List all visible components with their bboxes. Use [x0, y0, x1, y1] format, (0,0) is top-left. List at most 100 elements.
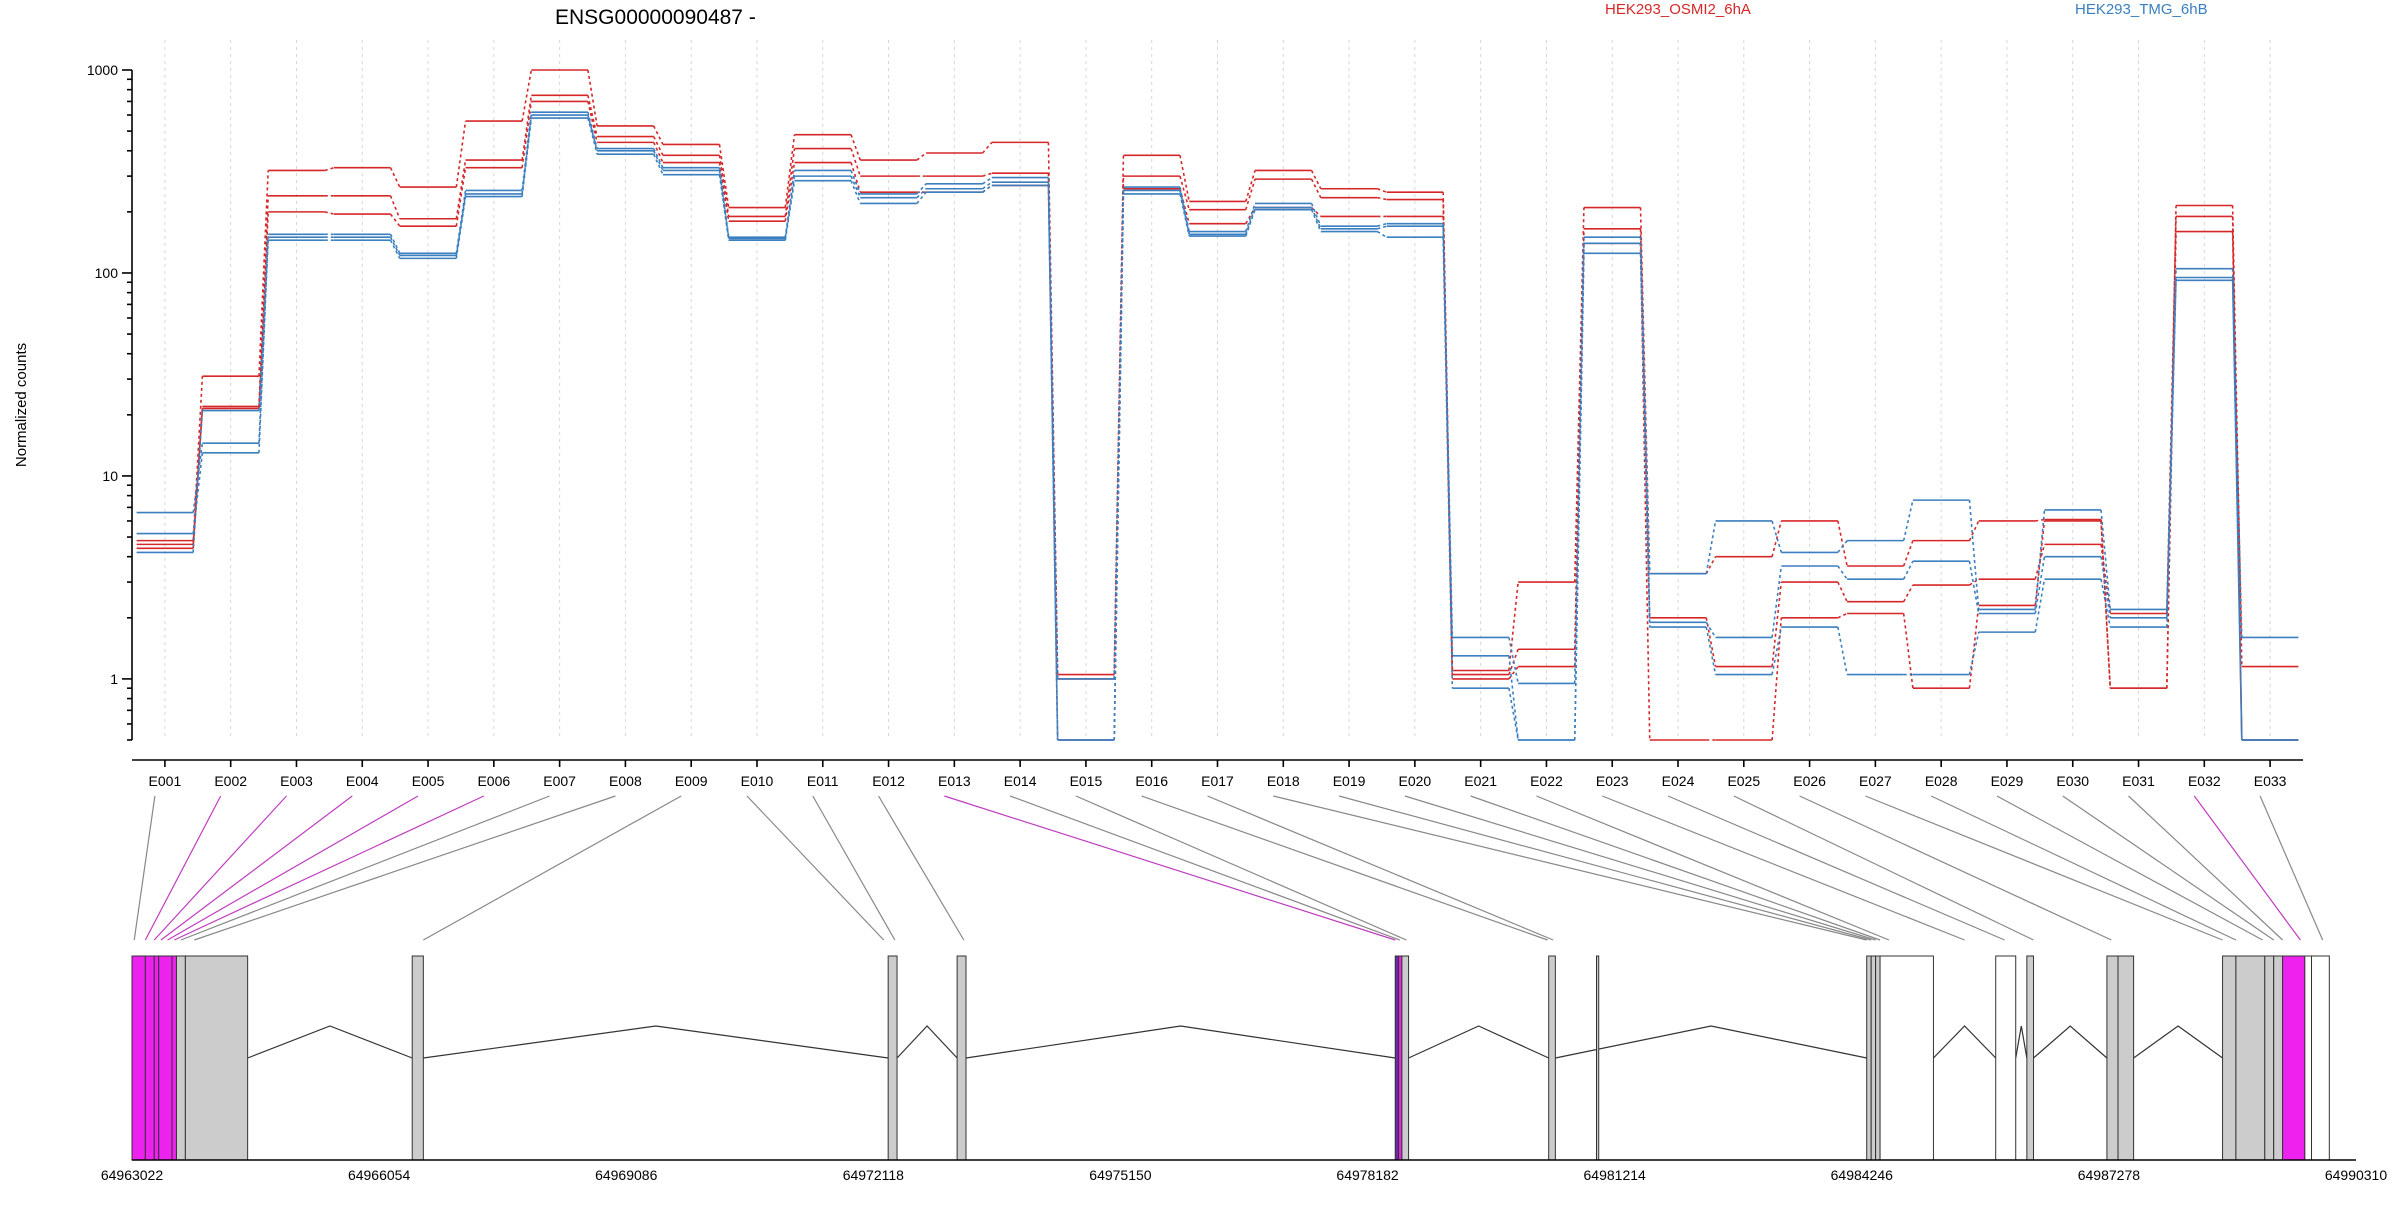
gene-tick-label-5: 64978182 — [1336, 1167, 1399, 1183]
gene-tick-label-4: 64975150 — [1089, 1167, 1152, 1183]
exon-block-18 — [1875, 955, 1881, 1161]
x-tick-label-e020: E020 — [1399, 773, 1432, 789]
transition-segment — [1968, 500, 1980, 610]
transition-segment — [982, 172, 993, 177]
exon-block-2 — [144, 955, 155, 1161]
y-axis-label: Normalized counts — [13, 343, 30, 467]
x-tick-label-e030: E030 — [2056, 773, 2089, 789]
transition-segment — [1902, 613, 1914, 689]
transition-segment — [2231, 280, 2243, 741]
transition-segment — [324, 166, 335, 172]
x-tick-label-e016: E016 — [1135, 773, 1168, 789]
transition-segment — [389, 213, 401, 227]
connector-e032 — [2193, 795, 2301, 941]
transition-segment — [258, 240, 269, 411]
transition-segment — [1969, 578, 1980, 586]
intron-2 — [423, 1025, 889, 1059]
transition-segment — [1639, 243, 1651, 741]
legend-entry-tmg: HEK293_TMG_6hB — [2075, 1, 2208, 18]
transition-segment — [258, 195, 269, 407]
intron-9 — [2033, 1025, 2108, 1059]
intron-1 — [247, 1025, 413, 1059]
x-tick-label-e008: E008 — [609, 773, 642, 789]
transition-segment — [1705, 617, 1717, 667]
connector-e008 — [194, 795, 616, 941]
transition-segment — [455, 167, 467, 227]
transition-segment — [2100, 556, 2112, 618]
exon-block-30 — [2311, 955, 2330, 1161]
transition-segment — [324, 211, 335, 215]
transition-segment — [718, 162, 730, 222]
connector-e015 — [1075, 795, 1407, 941]
exon-block-16 — [1866, 955, 1872, 1161]
transition-segment — [2100, 509, 2112, 610]
transition-segment — [1705, 520, 1717, 574]
transition-segment — [1573, 237, 1585, 684]
exon-block-22 — [2106, 955, 2119, 1161]
gene-tick-label-6: 64981214 — [1584, 1167, 1647, 1183]
exon-block-4 — [158, 955, 173, 1161]
transition-segment — [1047, 182, 1059, 741]
transition-segment — [1113, 193, 1125, 741]
transition-segment — [1310, 209, 1322, 232]
legend-entry-osmi2: HEK293_OSMI2_6hA — [1605, 1, 1751, 18]
connector-e029 — [1996, 795, 2263, 941]
x-tick-label-e022: E022 — [1530, 773, 1563, 789]
exon-block-9 — [887, 955, 898, 1161]
x-tick-label-e018: E018 — [1267, 773, 1300, 789]
exon-block-14 — [1548, 955, 1556, 1161]
transition-segment — [916, 188, 927, 199]
connector-e002 — [144, 795, 222, 941]
connector-e026 — [1799, 795, 2112, 941]
transition-segment — [389, 195, 401, 220]
exon-block-27 — [2273, 955, 2284, 1161]
transition-segment — [1968, 605, 1980, 689]
exon-connectors — [133, 795, 2324, 941]
transition-segment — [784, 162, 796, 222]
transition-segment — [1377, 225, 1387, 230]
connector-e016 — [1141, 795, 1548, 941]
x-tick-label-e027: E027 — [1859, 773, 1892, 789]
transition-segment — [1245, 203, 1256, 232]
transition-segment — [389, 239, 401, 259]
x-tick-label-e014: E014 — [1004, 773, 1037, 789]
x-tick-label-e001: E001 — [149, 773, 182, 789]
gene-tick-label-0: 64963022 — [101, 1167, 164, 1183]
transition-segment — [1310, 207, 1322, 230]
transition-segment — [1376, 230, 1387, 238]
transition-segment — [718, 144, 730, 208]
x-tick-label-e017: E017 — [1201, 773, 1234, 789]
transition-segment — [389, 236, 401, 256]
x-tick-label-e031: E031 — [2122, 773, 2155, 789]
connector-e017 — [1207, 795, 1554, 941]
gene-tick-label-1: 64966054 — [348, 1167, 411, 1183]
transition-segment — [1705, 621, 1717, 638]
transition-segment — [1179, 190, 1190, 235]
transition-segment — [652, 148, 664, 169]
transition-segment — [1179, 193, 1190, 237]
transition-segment — [2100, 520, 2112, 689]
intron-5 — [1408, 1025, 1549, 1059]
transition-segment — [1771, 565, 1783, 638]
transition-segment — [1508, 655, 1519, 741]
transition-segment — [652, 142, 664, 163]
exon-block-29 — [2304, 955, 2313, 1161]
transition-segment — [2231, 205, 2243, 667]
x-tick-label-e003: E003 — [280, 773, 313, 789]
connector-e003 — [153, 795, 287, 941]
transition-segment — [784, 180, 796, 241]
transition-segment — [1902, 584, 1914, 603]
x-tick-label-e033: E033 — [2254, 773, 2287, 789]
x-tick-label-e013: E013 — [938, 773, 971, 789]
x-tick-label-e011: E011 — [807, 773, 839, 789]
transition-segment — [1837, 565, 1848, 580]
y-tick-label-1: 1 — [110, 671, 118, 687]
transition-segment — [1508, 581, 1519, 671]
transition-segment — [1968, 561, 1980, 614]
transition-segment — [1179, 186, 1190, 232]
transition-segment — [1508, 688, 1519, 741]
exon-block-1 — [131, 955, 146, 1161]
gene-tick-label-7: 64984246 — [1831, 1167, 1894, 1183]
transition-segment — [1639, 253, 1651, 628]
